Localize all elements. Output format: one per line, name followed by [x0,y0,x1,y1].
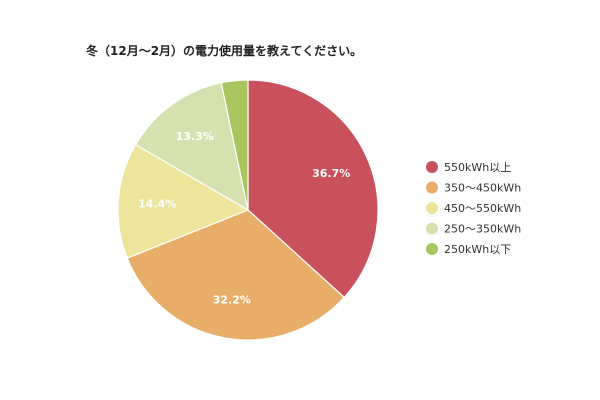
pie-slice-1 [247,79,379,299]
legend-label: 250kWh以下 [444,243,511,256]
legend-marker [426,222,438,235]
pie-slices [117,79,379,341]
legend-label: 450〜550kWh [444,202,521,215]
legend-marker [426,161,438,173]
legend-label: 350〜450kWh [444,182,521,195]
slice-labels: 36.7% 32.2% 14.4% 13.3% [138,130,350,306]
slice-value-label: 13.3% [176,130,214,143]
legend-label: 550kWh以上 [444,161,511,174]
pie-slice-2 [126,209,346,341]
chart-title: 冬（12月〜2月）の電力使用量を教えてください。 [86,44,363,58]
slice-value-label: 36.7% [312,167,350,180]
legend-marker [426,243,438,255]
slice-value-label: 32.2% [213,294,251,307]
pie-slice-5 [220,79,249,211]
legend-label: 250〜350kWh [444,223,521,236]
legend: 550kWh以上 350〜450kWh 450〜550kWh 250〜350kWh 25… [426,161,521,256]
legend-marker [426,202,438,214]
pie-slice-4 [134,82,249,212]
legend-marker [426,181,438,194]
slice-value-label: 14.4% [138,197,176,210]
pie-slice-3 [117,143,250,259]
